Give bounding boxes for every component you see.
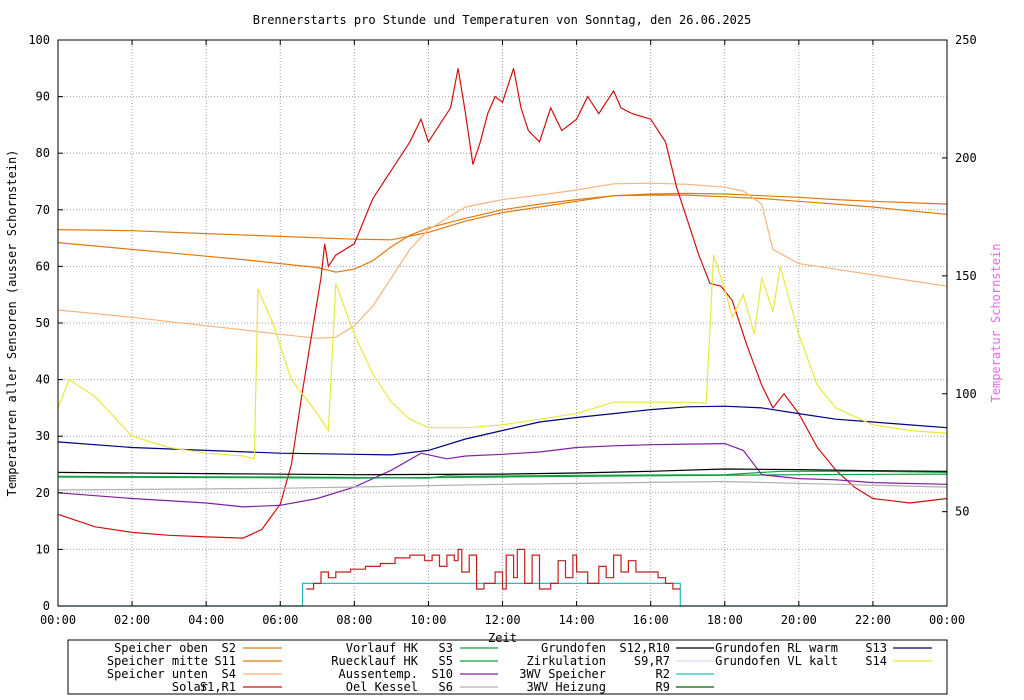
y-tick-label: 30 xyxy=(36,429,50,443)
legend: Speicher oben S2 Speicher mitte S11 Speicher… xyxy=(67,639,948,695)
x-tick-label: 20:00 xyxy=(781,613,817,627)
legend-label: 3WV Heizung xyxy=(527,680,606,694)
y-axis-label: Temperaturen aller Sensoren (ausser Scho… xyxy=(5,150,19,497)
y2-tick-label: 250 xyxy=(955,33,977,47)
legend-code: S14 xyxy=(865,654,887,668)
x-tick-label: 16:00 xyxy=(633,613,669,627)
legend-code: S3 xyxy=(439,641,453,655)
y-tick-label: 100 xyxy=(28,33,50,47)
series-layer xyxy=(57,68,948,607)
series-line-aussentemp xyxy=(57,442,948,508)
x-tick-label: 22:00 xyxy=(855,613,891,627)
legend-code: S6 xyxy=(439,680,453,694)
legend-label: Speicher mitte xyxy=(107,654,208,668)
legend-code: S11 xyxy=(214,654,236,668)
legend-box xyxy=(67,639,948,695)
legend-label: Speicher unten xyxy=(107,667,208,681)
y-tick-label: 50 xyxy=(36,316,50,330)
y2-tick-label: 150 xyxy=(955,269,977,283)
y-tick-label: 20 xyxy=(36,486,50,500)
x-tick-label: 02:00 xyxy=(114,613,150,627)
legend-code: R9 xyxy=(656,680,670,694)
series-line-speicher-oben xyxy=(57,192,948,241)
series-line-brennerstarts xyxy=(306,548,681,590)
legend-code: S12,R10 xyxy=(619,641,670,655)
axes: 00:00 02:00 04:00 06:00 08:00 10:00 12:00 14:00… xyxy=(28,33,976,627)
legend-code: R2 xyxy=(656,667,670,681)
legend-code: S2 xyxy=(222,641,236,655)
y2-tick-label: 200 xyxy=(955,151,977,165)
y-tick-label: 70 xyxy=(36,203,50,217)
x-tick-label: 04:00 xyxy=(188,613,224,627)
series-line-oel-kessel xyxy=(57,480,948,491)
legend-code: S13 xyxy=(865,641,887,655)
y2-axis-label: Temperatur Schornstein xyxy=(989,244,1003,403)
x-tick-label: 10:00 xyxy=(410,613,446,627)
legend-label: Speicher oben xyxy=(114,641,208,655)
y2-tick-label: 100 xyxy=(955,387,977,401)
x-tick-label: 14:00 xyxy=(559,613,595,627)
legend-label: Solar xyxy=(172,680,208,694)
legend-label: Ruecklauf HK xyxy=(331,654,418,668)
legend-label: 3WV Speicher xyxy=(519,667,606,681)
x-axis-label: Zeit xyxy=(488,631,517,645)
series-line-grundofen-rl-warm xyxy=(57,405,948,456)
legend-code: S4 xyxy=(222,667,236,681)
legend-code: S10 xyxy=(431,667,453,681)
x-tick-label: 18:00 xyxy=(707,613,743,627)
x-tick-label: 08:00 xyxy=(336,613,372,627)
y-tick-label: 60 xyxy=(36,259,50,273)
series-line-grundofen-vl-kalt xyxy=(57,254,948,460)
legend-label: Oel Kessel xyxy=(346,680,418,694)
y-tick-label: 40 xyxy=(36,373,50,387)
legend-label: Vorlauf HK xyxy=(346,641,419,655)
series-line-ruecklauf-hk xyxy=(57,470,948,479)
y-tick-label: 10 xyxy=(36,542,50,556)
x-tick-label: 12:00 xyxy=(484,613,520,627)
x-tick-label: 06:00 xyxy=(262,613,298,627)
legend-code: S1,R1 xyxy=(200,680,236,694)
series-line-speicher-mitte xyxy=(57,194,948,273)
legend-label: Grundofen xyxy=(541,641,606,655)
legend-label: Grundofen VL kalt xyxy=(715,654,838,668)
series-line-solar xyxy=(57,68,948,539)
y2-tick-label: 50 xyxy=(955,505,969,519)
legend-label: Zirkulation xyxy=(527,654,606,668)
series-line-speicher-unten xyxy=(57,182,948,339)
series-line-grundofen xyxy=(57,468,948,476)
y-tick-label: 0 xyxy=(43,599,50,613)
y-tick-label: 80 xyxy=(36,146,50,160)
x-tick-label: 00:00 xyxy=(40,613,76,627)
legend-label: Grundofen RL warm xyxy=(715,641,838,655)
chart-title: Brennerstarts pro Stunde und Temperature… xyxy=(253,13,752,27)
legend-code: S9,R7 xyxy=(634,654,670,668)
legend-code: S5 xyxy=(439,654,453,668)
legend-label: Aussentemp. xyxy=(339,667,418,681)
x-tick-label: 00:00 xyxy=(929,613,965,627)
y-tick-label: 90 xyxy=(36,90,50,104)
series-line-vorlauf-hk xyxy=(57,473,948,479)
grid xyxy=(58,40,947,606)
